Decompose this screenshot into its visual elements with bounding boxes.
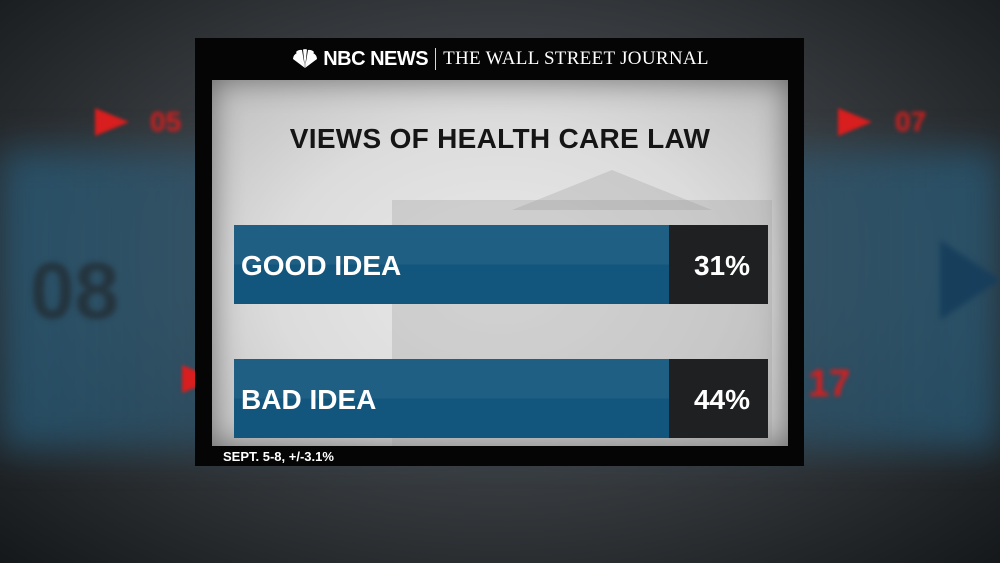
network-name: NBC NEWS: [323, 47, 429, 70]
nbc-news-logo: NBC NEWS: [290, 47, 429, 71]
chart-title: VIEWS OF HEALTH CARE LAW: [289, 123, 711, 154]
poll-footnote: SEPT. 5-8, +/-3.1%: [223, 449, 334, 464]
partner-name: THE WALL STREET JOURNAL: [443, 48, 709, 69]
bar-0: [234, 225, 669, 304]
bg-red-arrow-left: [95, 108, 129, 136]
bg-number-large: 08: [30, 246, 119, 335]
bg-number-left: 05: [150, 106, 182, 137]
peacock-icon: [293, 49, 318, 68]
chart-bars: GOOD IDEA 31% BAD IDEA 44%: [234, 225, 768, 438]
poll-graphic: NBC NEWS THE WALL STREET JOURNAL VIEWS O…: [195, 38, 804, 466]
graphic-header: NBC NEWS THE WALL STREET JOURNAL: [195, 38, 804, 80]
category-label-1: BAD IDEA: [241, 384, 376, 415]
category-label-0: GOOD IDEA: [241, 250, 401, 281]
bar-row-0: GOOD IDEA 31%: [234, 225, 768, 304]
bar-1: [234, 359, 669, 438]
header-divider: [435, 48, 437, 70]
bg-number-lower-right: 17: [808, 363, 851, 405]
bg-red-arrow-right: [838, 108, 872, 136]
bar-highlight-1: [234, 359, 669, 399]
bar-highlight-0: [234, 225, 669, 265]
chart-panel: VIEWS OF HEALTH CARE LAW GOOD IDEA 31% BAD…: [212, 80, 788, 446]
value-label-1: 44%: [694, 384, 750, 415]
bg-number-right: 07: [895, 106, 927, 137]
value-label-0: 31%: [694, 250, 750, 281]
bar-row-1: BAD IDEA 44%: [234, 359, 768, 438]
bg-play-icon: [940, 240, 1000, 320]
value-box-0: [669, 225, 768, 304]
value-box-1: [669, 359, 768, 438]
